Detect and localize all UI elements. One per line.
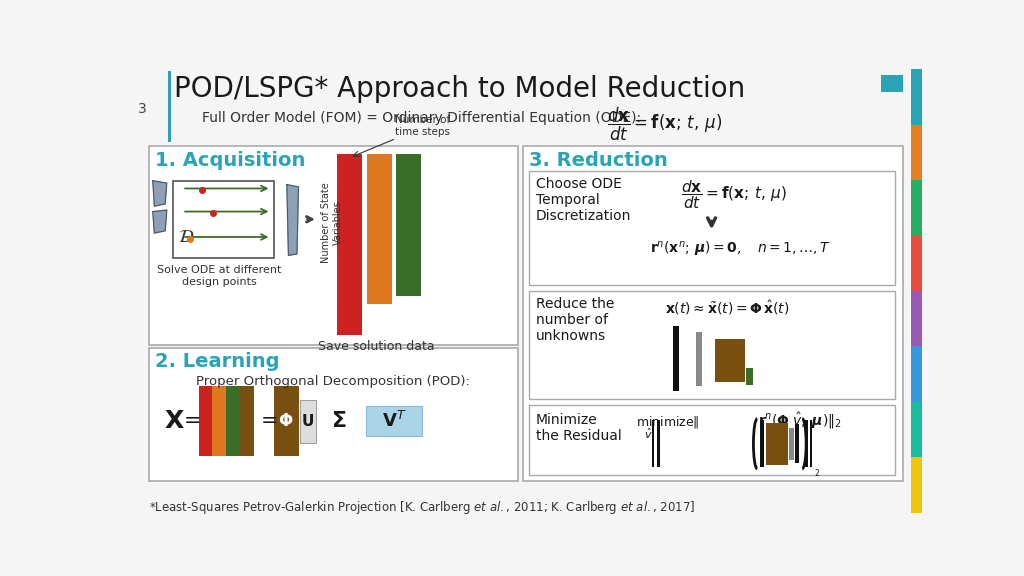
Text: $\mathbf{i}$: $\mathbf{i}$ (889, 78, 895, 94)
Bar (226, 386, 241, 456)
Text: $\mathbf{x}(t) \approx \tilde{\mathbf{x}}(t) = \mathbf{\Phi}\,\hat{\mathbf{x}}(t: $\mathbf{x}(t) \approx \tilde{\mathbf{x}… (665, 298, 790, 317)
Text: *Least-Squares Petrov-Galerkin Projection [K. Carlberg $\mathit{et\ al.}$, 2011;: *Least-Squares Petrov-Galerkin Projectio… (148, 499, 695, 516)
Bar (910, 402, 922, 457)
Text: $\dfrac{d\mathbf{x}}{dt} = \mathbf{f}(\mathbf{x};\, t,\, \mu)$: $\dfrac{d\mathbf{x}}{dt} = \mathbf{f}(\m… (607, 106, 722, 143)
Bar (910, 236, 922, 291)
Bar (910, 180, 922, 236)
Bar (805, 420, 808, 467)
Text: 2. Learning: 2. Learning (155, 353, 280, 372)
Polygon shape (153, 210, 167, 233)
Bar (910, 124, 922, 180)
Text: $\mathbf{X}$: $\mathbf{X}$ (165, 409, 185, 433)
Bar (882, 75, 903, 92)
Bar (148, 348, 518, 481)
Bar (273, 386, 299, 456)
Text: $\hat{v}$: $\hat{v}$ (644, 426, 653, 441)
Bar (241, 386, 254, 456)
Bar (337, 154, 362, 335)
Bar (367, 154, 391, 304)
Bar (529, 291, 895, 399)
Text: Solve ODE at different
design points: Solve ODE at different design points (158, 266, 282, 287)
Bar (766, 423, 787, 465)
Text: $\dfrac{d\mathbf{x}}{dt} = \mathbf{f}(\mathbf{x};\, t,\, \mu)$: $\dfrac{d\mathbf{x}}{dt} = \mathbf{f}(\m… (681, 179, 786, 211)
Bar (790, 428, 794, 460)
Bar (212, 386, 226, 456)
Text: $\mathbf{r}^n(\mathbf{\Phi}\;\hat{v};\;\boldsymbol{\mu})\|_2$: $\mathbf{r}^n(\mathbf{\Phi}\;\hat{v};\;\… (758, 411, 842, 431)
Text: $\mathbf{r}^n(\mathbf{x}^n;\, \boldsymbol{\mu}) = \mathbf{0}, \quad n = 1,\ldots: $\mathbf{r}^n(\mathbf{x}^n;\, \boldsymbo… (649, 240, 830, 259)
Text: Full Order Model (FOM) = Ordinary Differential Equation (ODE):: Full Order Model (FOM) = Ordinary Differ… (202, 112, 641, 126)
Text: $\mathbf{U}$: $\mathbf{U}$ (301, 413, 314, 429)
Text: $\mathbf{V}^T$: $\mathbf{V}^T$ (382, 411, 407, 431)
Bar (761, 420, 764, 467)
Text: $\mathcal{D}$: $\mathcal{D}$ (178, 228, 195, 246)
Bar (910, 69, 922, 124)
Bar (523, 146, 903, 481)
Text: 3. Reduction: 3. Reduction (529, 151, 669, 170)
Text: =: = (183, 411, 202, 431)
Text: $_2$: $_2$ (814, 467, 820, 480)
Bar (529, 170, 895, 285)
Text: 3: 3 (137, 102, 146, 116)
Bar (657, 420, 659, 467)
Bar (716, 339, 744, 382)
Text: minimize$\|$: minimize$\|$ (636, 414, 700, 430)
Bar (673, 325, 679, 391)
Bar (173, 181, 273, 258)
Text: $\boldsymbol{\Sigma}$: $\boldsymbol{\Sigma}$ (331, 411, 346, 431)
Bar (910, 346, 922, 402)
Bar (810, 420, 812, 467)
Text: Save solution data: Save solution data (317, 340, 434, 353)
Bar (148, 146, 518, 345)
Text: Proper Orthogonal Decomposition (POD):: Proper Orthogonal Decomposition (POD): (197, 375, 470, 388)
Bar (796, 424, 799, 463)
Bar (300, 400, 315, 442)
Bar (529, 405, 895, 475)
Bar (168, 71, 171, 142)
Text: Minimize
the Residual: Minimize the Residual (536, 412, 622, 443)
Bar (366, 407, 422, 435)
Text: Number of
time steps: Number of time steps (394, 115, 450, 137)
Text: =: = (260, 411, 279, 431)
Polygon shape (287, 185, 299, 256)
Bar (696, 332, 702, 385)
Text: 1. Acquisition: 1. Acquisition (155, 151, 305, 170)
Bar (652, 420, 654, 467)
Bar (199, 386, 212, 456)
Text: $\mathbf{\Phi}$: $\mathbf{\Phi}$ (279, 412, 294, 430)
Bar (910, 457, 922, 513)
Bar (746, 368, 753, 385)
Polygon shape (153, 181, 167, 206)
Text: POD/LSPG* Approach to Model Reduction: POD/LSPG* Approach to Model Reduction (174, 75, 745, 103)
Bar (910, 291, 922, 346)
Text: Choose ODE
Temporal
Discretization: Choose ODE Temporal Discretization (536, 177, 631, 223)
Text: Reduce the
number of
unknowns: Reduce the number of unknowns (536, 297, 614, 343)
Bar (396, 154, 421, 296)
Text: Number of State
Variables: Number of State Variables (322, 183, 343, 263)
